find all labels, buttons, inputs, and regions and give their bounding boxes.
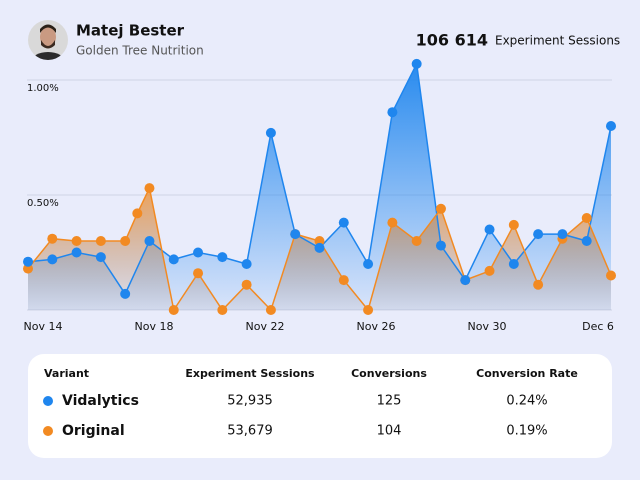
column-header: Variant: [44, 367, 89, 380]
point: [265, 127, 276, 138]
point: [47, 254, 58, 265]
point: [144, 183, 155, 194]
point: [606, 270, 616, 281]
legend-dot: [43, 396, 53, 406]
point: [581, 213, 592, 223]
point: [95, 236, 106, 246]
point: [557, 229, 568, 240]
avatar: [28, 20, 68, 60]
point: [23, 263, 33, 274]
point: [241, 259, 252, 269]
point: [241, 279, 252, 290]
total-sessions: 106 614: [416, 31, 488, 50]
point: [265, 305, 276, 315]
point: [71, 247, 82, 258]
point: [581, 236, 592, 246]
point: [168, 305, 179, 315]
point: [144, 236, 155, 246]
point: [120, 236, 131, 246]
point: [120, 288, 131, 299]
point: [217, 252, 228, 263]
point: [484, 224, 495, 235]
point: [363, 259, 374, 269]
point: [508, 219, 519, 230]
y-tick-label: 0.50%: [27, 198, 59, 209]
point: [193, 247, 204, 258]
point: [338, 217, 349, 228]
x-tick-label: Nov 18: [135, 320, 174, 333]
x-tick-label: Nov 26: [357, 320, 396, 333]
cell: 52,935: [227, 394, 273, 409]
point: [533, 279, 544, 290]
point: [168, 254, 179, 265]
column-header: Experiment Sessions: [185, 367, 315, 380]
column-header: Conversion Rate: [476, 367, 578, 380]
point: [387, 107, 398, 118]
point: [533, 229, 544, 240]
point: [95, 252, 106, 263]
point: [338, 275, 349, 286]
cell: 0.24%: [506, 394, 547, 409]
table-card: [28, 354, 612, 458]
point: [314, 236, 325, 246]
table: Variant Experiment Sessions Conversions Con…: [43, 367, 578, 439]
point: [23, 256, 33, 267]
line: [27, 185, 612, 312]
point: [217, 305, 228, 315]
variant-name: Vidalytics: [62, 393, 139, 409]
point: [508, 259, 519, 269]
point: [411, 236, 422, 246]
column-header: Conversions: [351, 367, 427, 380]
point: [71, 236, 82, 246]
point: [484, 265, 495, 276]
variant-name: Original: [62, 423, 125, 439]
x-labels: Nov 14 Nov 18 Nov 22 Nov 26 Nov 30 Dec 6: [24, 320, 614, 333]
point: [387, 217, 398, 228]
company-name: Golden Tree Nutrition: [76, 44, 204, 58]
point: [435, 203, 446, 214]
point: [290, 229, 301, 240]
point: [314, 242, 325, 253]
user-name: Matej Bester: [76, 22, 185, 40]
total-label: Experiment Sessions: [495, 34, 620, 48]
y-tick-label: 1.00%: [27, 83, 59, 94]
point: [435, 240, 446, 251]
cell: 104: [377, 424, 402, 439]
x-tick-label: Nov 14: [24, 320, 63, 333]
point: [606, 121, 616, 131]
point: [460, 275, 471, 286]
point: [47, 233, 58, 244]
cell: 0.19%: [506, 424, 547, 439]
x-tick-label: Nov 22: [246, 320, 285, 333]
chart: 0.50% 1.00%: [23, 58, 616, 315]
point: [363, 305, 374, 315]
x-tick-label: Dec 6: [582, 320, 614, 333]
point: [411, 58, 422, 69]
cell: 125: [377, 394, 402, 409]
cell: 53,679: [227, 424, 273, 439]
x-tick-label: Nov 30: [468, 320, 507, 333]
point: [132, 208, 143, 219]
legend-dot: [43, 426, 53, 436]
point: [193, 268, 204, 279]
